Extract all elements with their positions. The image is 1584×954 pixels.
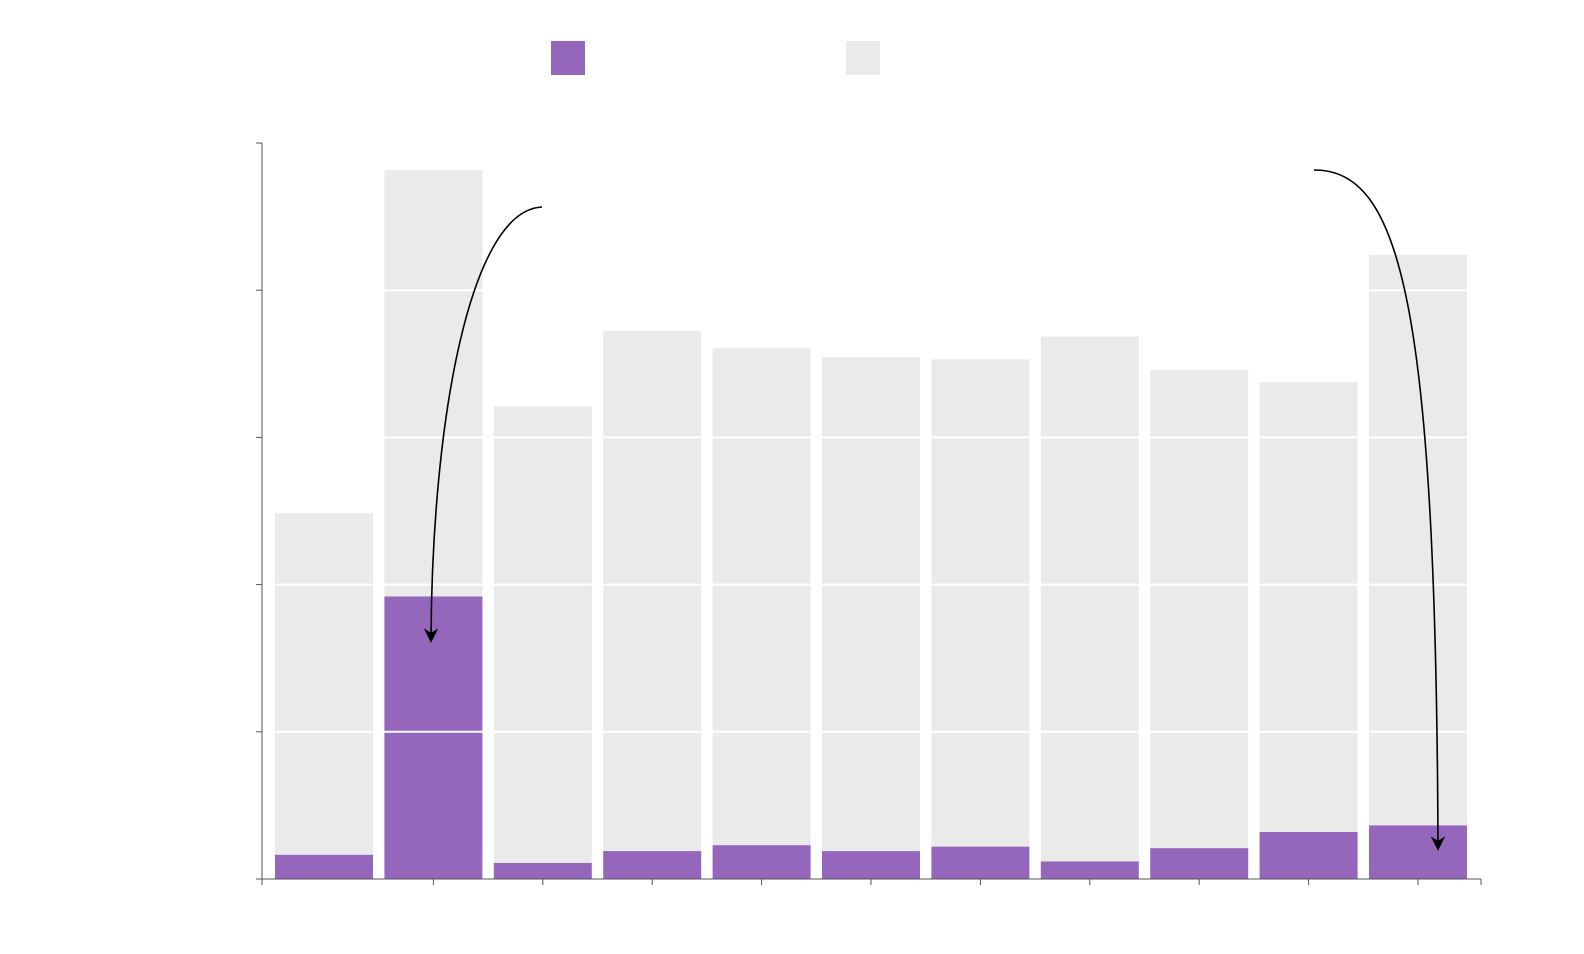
bar-s1-2 [493, 406, 592, 863]
legend [551, 41, 880, 75]
bar-s0-5 [822, 851, 920, 879]
bar-s0-1 [384, 596, 483, 879]
legend-swatch-0 [551, 41, 585, 75]
bar-s1-3 [603, 330, 702, 852]
bar-s0-8 [1150, 848, 1249, 879]
bar-s1-0 [275, 513, 373, 855]
bar-s0-2 [493, 862, 592, 879]
bar-s0-10 [1369, 825, 1467, 879]
bar-s1-4 [712, 348, 811, 846]
bar-s0-0 [275, 854, 373, 879]
bar-s0-9 [1259, 831, 1358, 879]
axes [256, 142, 1482, 885]
bars [275, 170, 1467, 879]
bar-s1-6 [931, 359, 1030, 847]
bar-s0-6 [931, 846, 1030, 879]
bar-s1-10 [1369, 254, 1467, 826]
annotations [423, 169, 1446, 851]
gridlines [263, 142, 1469, 733]
bar-s0-3 [603, 851, 702, 879]
bar-s1-8 [1150, 369, 1249, 849]
annotation-arrow-1 [1313, 169, 1446, 851]
bar-s1-5 [822, 357, 920, 852]
bar-s0-4 [712, 845, 811, 879]
bar-s0-7 [1040, 861, 1139, 879]
legend-swatch-1 [846, 41, 880, 75]
bar-s1-9 [1259, 382, 1358, 832]
annotation-arrow-0 [423, 206, 543, 643]
bar-s1-7 [1040, 336, 1139, 862]
bar-s1-1 [384, 170, 483, 597]
